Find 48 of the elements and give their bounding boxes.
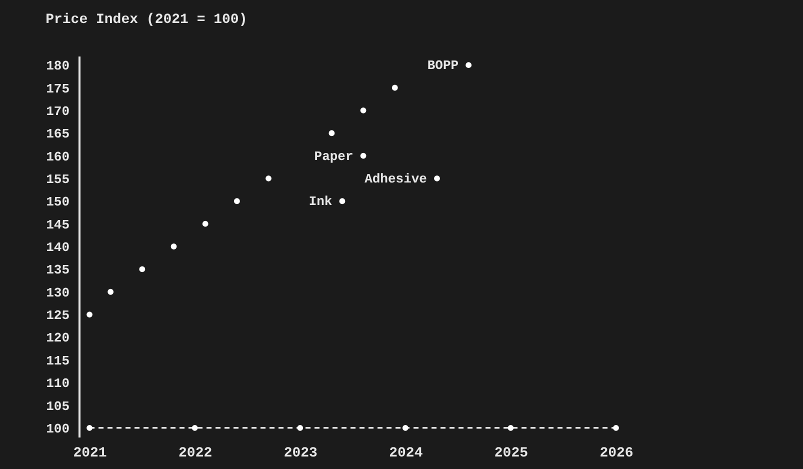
- y-tick-label: 135: [46, 262, 70, 278]
- point: [434, 176, 440, 182]
- y-tick-label: 145: [46, 217, 70, 232]
- series-label: Ink: [308, 194, 332, 210]
- y-tick-label: 115: [46, 353, 70, 368]
- point: [613, 424, 619, 431]
- y-tick-label: 175: [46, 81, 70, 96]
- point: [392, 84, 398, 91]
- y-tick-label: 170: [46, 104, 70, 119]
- series-label: BOPP: [427, 58, 459, 74]
- y-tick-label: 165: [46, 126, 70, 142]
- y-tick-label: 180: [46, 58, 70, 74]
- y-tick-label: 120: [46, 330, 70, 346]
- point: [139, 266, 146, 272]
- point: [86, 424, 92, 431]
- y-tick-label: 100: [46, 421, 70, 436]
- point: [234, 198, 240, 204]
- y-tick-label: 130: [46, 285, 70, 300]
- y-tick-label: 150: [46, 194, 70, 210]
- y-tick-label: 155: [46, 172, 70, 187]
- series-label: Adhesive: [364, 171, 428, 186]
- y-tick-label: 140: [46, 240, 70, 255]
- x-tick-label: 2021: [73, 446, 107, 462]
- point: [402, 424, 408, 431]
- y-tick-label: 160: [46, 149, 70, 164]
- point: [508, 424, 514, 431]
- x-tick-label: 2026: [600, 446, 634, 462]
- point: [297, 424, 304, 431]
- point: [328, 130, 335, 136]
- x-tick-label: 2025: [494, 446, 528, 462]
- point: [86, 312, 92, 318]
- point: [339, 198, 346, 204]
- point: [266, 176, 272, 182]
- point: [192, 424, 198, 431]
- x-tick-label: 2023: [284, 446, 318, 462]
- chart-title: Price Index (2021 = 100): [46, 12, 248, 28]
- point: [360, 152, 366, 159]
- point: [466, 62, 472, 68]
- y-tick-label: 125: [46, 308, 70, 324]
- series-label: Paper: [314, 148, 354, 164]
- point: [170, 244, 177, 250]
- point: [360, 107, 366, 114]
- y-tick-label: 110: [46, 376, 70, 392]
- point: [202, 220, 208, 227]
- x-tick-label: 2024: [389, 446, 423, 462]
- point: [108, 288, 114, 295]
- x-tick-label: 2022: [178, 446, 212, 462]
- y-tick-label: 105: [46, 398, 70, 414]
